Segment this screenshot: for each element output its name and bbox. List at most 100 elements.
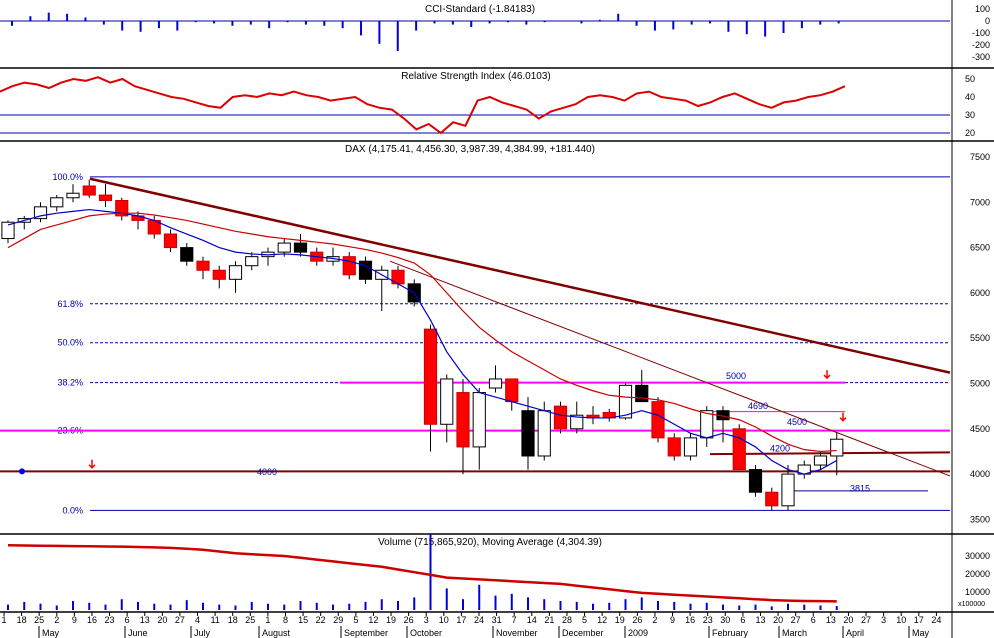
- x-axis-day-label: 16: [685, 615, 695, 625]
- candle-body: [765, 491, 779, 507]
- price-title: DAX (4,175.41, 4,456.30, 3,987.39, 4,384…: [345, 144, 595, 155]
- x-axis-day-label: 3: [424, 615, 429, 625]
- fib-label: 50.0%: [57, 338, 83, 348]
- x-axis-day-label: 22: [316, 615, 326, 625]
- candle-body: [732, 428, 746, 471]
- x-axis-day-label: 8: [283, 615, 288, 625]
- x-axis-day-label: 13: [826, 615, 836, 625]
- cci-panel: 100 0 -100 -200 -300: [0, 4, 990, 62]
- candle-body: [748, 469, 763, 493]
- price-axis-label: 6000: [970, 288, 990, 298]
- x-axis-day-label: 11: [210, 615, 219, 625]
- x-axis-day-label: 7: [512, 615, 517, 625]
- candle-body: [423, 328, 438, 425]
- candle-body: [570, 414, 584, 430]
- x-axis-day-label: 9: [72, 615, 77, 625]
- down-arrow-marker: [839, 412, 847, 422]
- x-axis-day-label: 25: [245, 615, 255, 625]
- rsi-axis-label: 20: [965, 128, 975, 138]
- x-axis-month-label: June: [128, 628, 148, 638]
- x-axis-day-label: 20: [773, 615, 783, 625]
- candle-body: [82, 185, 96, 196]
- cci-title: CCI-Standard (-1.84183): [425, 4, 535, 15]
- x-axis-day-label: 27: [791, 615, 801, 625]
- x-axis-month-label: November: [496, 628, 538, 638]
- x-axis-day-label: 12: [597, 615, 607, 625]
- candle-body: [472, 392, 486, 448]
- rsi-line: [0, 76, 846, 135]
- candle-body: [180, 247, 194, 262]
- x-axis-day-label: 14: [527, 615, 537, 625]
- candle-body: [228, 265, 243, 280]
- x-axis-day-label: 29: [333, 615, 343, 625]
- candle-body: [293, 242, 308, 253]
- fib-label: 0.0%: [62, 505, 83, 515]
- x-axis-day-label: 17: [456, 615, 466, 625]
- price-axis-label: 6500: [970, 243, 990, 253]
- candle-body: [456, 392, 470, 448]
- x-axis-day-label: 5: [353, 615, 358, 625]
- level-annotation: 4500: [787, 417, 807, 427]
- price-axis-label: 7000: [970, 197, 990, 207]
- volume-axis-label: 30000: [965, 551, 990, 561]
- ma-short-line: [7, 208, 838, 475]
- resistance-line-4200: [709, 451, 951, 456]
- x-axis-month-label: February: [712, 628, 749, 638]
- x-axis-day-label: 3: [881, 615, 886, 625]
- candle-body: [98, 194, 113, 201]
- candle-body: [212, 269, 226, 280]
- x-axis-day-label: 6: [125, 615, 130, 625]
- x-axis-day-label: 28: [562, 615, 572, 625]
- volume-axis-unit: x100000: [958, 601, 985, 608]
- candle-body: [537, 410, 551, 457]
- candle-body: [245, 256, 259, 267]
- x-axis-day-label: 23: [105, 615, 115, 625]
- rsi-axis-label: 40: [965, 92, 975, 102]
- candle-body: [830, 438, 844, 457]
- x-axis-month-label: March: [782, 628, 807, 638]
- fib-label: 61.8%: [57, 299, 83, 309]
- x-axis-day-label: 19: [615, 615, 625, 625]
- x-axis-day-label: 13: [755, 615, 765, 625]
- x-axis-day-label: 6: [740, 615, 745, 625]
- x-axis-day-label: 12: [368, 615, 378, 625]
- candle-body: [1, 221, 15, 240]
- x-axis-day-label: 19: [386, 615, 396, 625]
- candle-body: [50, 197, 64, 208]
- x-axis-day-label: 26: [632, 615, 642, 625]
- x-axis-day-label: 10: [896, 615, 906, 625]
- candle-body: [521, 410, 535, 457]
- x-axis-day-label: 18: [17, 615, 27, 625]
- candle-body: [196, 260, 210, 271]
- price-axis-label: 4000: [970, 469, 990, 479]
- down-arrow-marker: [88, 459, 96, 469]
- candle-body: [618, 384, 633, 419]
- cci-axis-label: 100: [975, 4, 990, 14]
- x-axis-day-label: 10: [439, 615, 449, 625]
- x-axis-day-label: 5: [582, 615, 587, 625]
- rsi-axis-label: 50: [965, 74, 975, 84]
- candle-body: [342, 256, 356, 276]
- x-axis-month-label: April: [846, 628, 864, 638]
- level-annotation: 3815: [850, 483, 870, 493]
- volume-panel: 30000 20000 10000 x100000: [7, 534, 990, 610]
- x-axis-day-label: 26: [404, 615, 414, 625]
- candle-body: [683, 437, 698, 457]
- x-axis-month-label: December: [562, 628, 604, 638]
- volume-axis-label: 20000: [965, 569, 990, 579]
- x-axis-month-label: May: [912, 628, 930, 638]
- x-axis-month-label: May: [42, 628, 60, 638]
- cci-axis-label: -200: [972, 40, 990, 50]
- candle-body: [813, 455, 828, 466]
- level-annotation: 4690: [748, 401, 768, 411]
- down-arrow-marker: [823, 370, 831, 380]
- x-axis: 1 18 25 2 9 16 23 6 13 20 27 4 11 18 25 1 8 15 22 29 5 12 19 26…: [1, 612, 941, 638]
- x-axis-day-label: 15: [298, 615, 308, 625]
- start-marker-dot: [19, 468, 25, 475]
- level-annotation: 4000: [257, 467, 277, 477]
- candle-body: [667, 437, 681, 457]
- price-axis-label: 4500: [970, 424, 990, 434]
- x-axis-day-label: 24: [474, 615, 484, 625]
- x-axis-day-label: 16: [87, 615, 97, 625]
